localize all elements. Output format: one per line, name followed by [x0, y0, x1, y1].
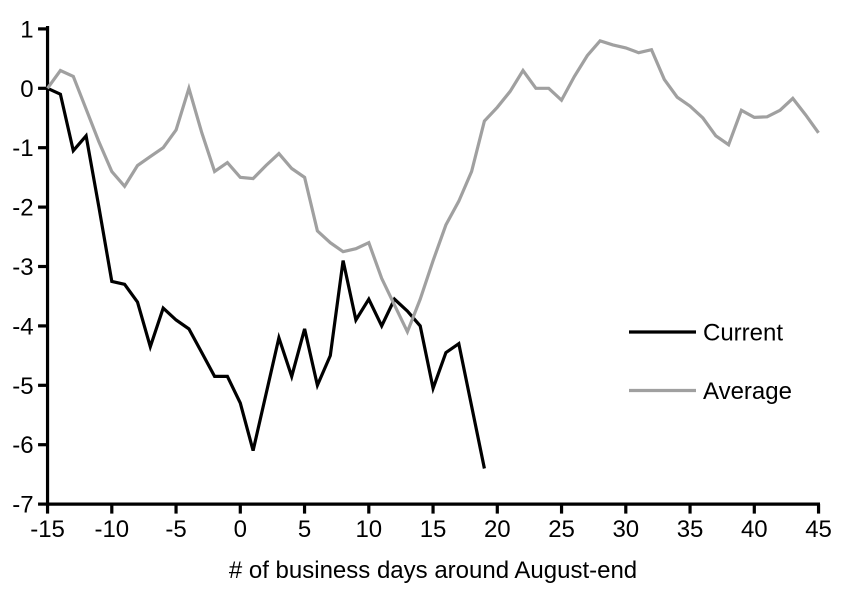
x-tick-label: -15: [30, 516, 65, 543]
legend-label-average: Average: [703, 378, 792, 405]
x-tick-label: 25: [548, 516, 575, 543]
series-lines: [46, 38, 820, 469]
x-tick-label: 45: [805, 516, 832, 543]
x-tick-label: 40: [741, 516, 768, 543]
x-tick-label: 30: [612, 516, 639, 543]
x-tick-label: 10: [355, 516, 382, 543]
legend-label-current: Current: [703, 320, 783, 347]
y-tick-label: -4: [12, 313, 33, 340]
y-tick-label: -6: [12, 432, 33, 459]
y-tick-label: -5: [12, 373, 33, 400]
series-line-current: [46, 86, 486, 469]
y-tick-label: -2: [12, 195, 33, 222]
y-tick-label: 1: [20, 16, 33, 43]
x-tick-label: 35: [677, 516, 704, 543]
x-tick-label: 20: [484, 516, 511, 543]
x-tick-label: 0: [234, 516, 247, 543]
legend: Current Average: [629, 320, 792, 405]
x-tick-label: -5: [165, 516, 186, 543]
x-axis-title: # of business days around August-end: [229, 557, 637, 584]
y-tick-label: -7: [12, 492, 33, 519]
x-tick-label: 5: [298, 516, 311, 543]
axes: 10-1-2-3-4-5-6-7-15 -10 -5 0 5 10 15 20 25 30 35 40…: [12, 16, 832, 543]
series-line-average: [46, 38, 820, 336]
y-tick-label: 0: [20, 76, 33, 103]
x-tick-label: -10: [94, 516, 129, 543]
x-tick-label: 15: [420, 516, 447, 543]
y-tick-label: -3: [12, 254, 33, 281]
y-tick-label: -1: [12, 135, 33, 162]
